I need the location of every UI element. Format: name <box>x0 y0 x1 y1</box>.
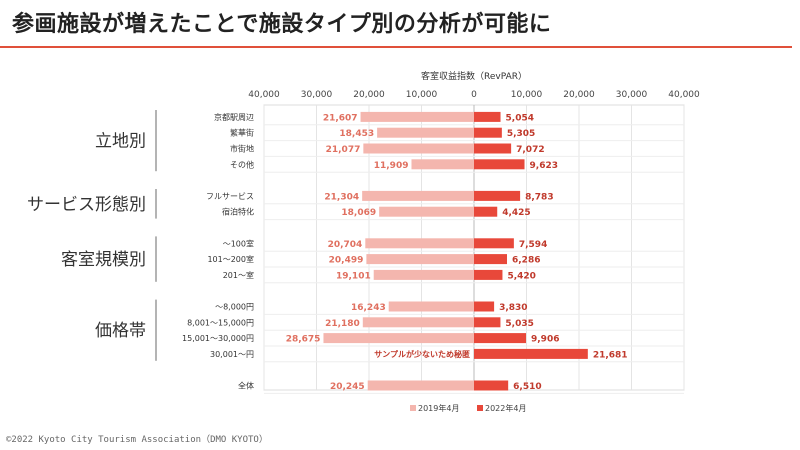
bar-2022 <box>474 380 509 391</box>
category-label: その他 <box>230 159 254 169</box>
value-label-2019: 20,245 <box>330 382 365 392</box>
value-label-2019: 18,069 <box>341 208 376 218</box>
bar-2019 <box>362 317 474 328</box>
bar-2022 <box>474 348 588 359</box>
bar-2022 <box>474 127 502 138</box>
bar-2019 <box>363 143 474 154</box>
bar-2022 <box>474 143 512 154</box>
value-label-2022: 9,623 <box>530 161 558 171</box>
x-tick-label: 20,000 <box>563 90 595 100</box>
group-label: 価格帯 <box>95 321 146 341</box>
category-label: フルサービス <box>206 192 254 201</box>
bar-2019 <box>373 269 474 280</box>
bar-2019 <box>377 127 474 138</box>
x-tick-label: 30,000 <box>301 90 333 100</box>
value-label-2019: 11,909 <box>374 161 409 171</box>
x-tick-label: 10,000 <box>511 90 543 100</box>
x-tick-label: 40,000 <box>248 90 280 100</box>
category-label: ～8,000円 <box>215 303 254 312</box>
category-label: 全体 <box>238 381 254 391</box>
group-label: 立地別 <box>95 132 146 152</box>
category-label: 101～200室 <box>207 254 254 264</box>
bar-2019 <box>362 190 474 201</box>
x-tick-label: 40,000 <box>668 90 700 100</box>
category-label: 繁華街 <box>230 128 254 138</box>
legend-label-2019: 2019年4月 <box>418 403 459 413</box>
value-label-2022: 5,054 <box>506 113 534 123</box>
x-axis-title: 客室収益指数（RevPAR） <box>421 70 527 82</box>
value-label-2022: 6,286 <box>512 256 540 266</box>
bar-2022 <box>474 238 514 249</box>
bar-2019 <box>379 206 474 217</box>
value-label-2019: 18,453 <box>339 129 374 139</box>
bar-2022 <box>474 190 521 201</box>
category-label: 宿泊特化 <box>222 207 254 217</box>
value-label-2022: 5,035 <box>505 319 533 329</box>
value-label-2022: 7,072 <box>516 145 544 155</box>
bar-2019 <box>366 254 474 265</box>
value-label-2022: 7,594 <box>519 240 547 250</box>
bar-2022 <box>474 317 501 328</box>
bar-2022 <box>474 254 508 265</box>
category-label: 京都駅周辺 <box>214 112 254 122</box>
value-label-2022: 6,510 <box>513 382 541 392</box>
category-label: 201～室 <box>223 270 254 280</box>
legend-swatch-2019 <box>410 405 416 411</box>
suppressed-note: サンプルが少ないため秘匿 <box>374 349 470 359</box>
value-label-2019: 21,304 <box>324 192 359 202</box>
value-label-2019: 20,704 <box>328 240 363 250</box>
value-label-2019: 21,607 <box>323 113 358 123</box>
bar-2022 <box>474 269 503 280</box>
title-underline <box>0 46 792 48</box>
category-label: ～100室 <box>223 238 254 248</box>
bar-2022 <box>474 159 525 170</box>
value-label-2019: 16,243 <box>351 303 386 313</box>
value-label-2022: 9,906 <box>531 335 559 345</box>
value-label-2019: 20,499 <box>329 256 364 266</box>
bar-2019 <box>365 238 474 249</box>
value-label-2019: 28,675 <box>286 335 321 345</box>
bar-2019 <box>411 159 474 170</box>
copyright-footer: ©2022 Kyoto City Tourism Association（DMO… <box>6 435 268 445</box>
value-label-2022: 5,305 <box>507 129 535 139</box>
value-label-2019: 19,101 <box>336 271 371 281</box>
page-title: 参画施設が増えたことで施設タイプ別の分析が可能に <box>12 12 552 37</box>
bar-2019 <box>360 111 474 122</box>
bar-2022 <box>474 111 501 122</box>
x-tick-label: 30,000 <box>616 90 648 100</box>
value-label-2022: 8,783 <box>525 192 553 202</box>
x-tick-label: 20,000 <box>353 90 385 100</box>
group-label: 客室規模別 <box>61 250 146 270</box>
value-label-2022: 5,420 <box>507 271 535 281</box>
value-label-2022: 3,830 <box>499 303 527 313</box>
bar-2019 <box>388 301 474 312</box>
category-label: 8,001～15,000円 <box>187 318 254 327</box>
legend-label-2022: 2022年4月 <box>485 403 526 413</box>
value-label-2022: 4,425 <box>502 208 530 218</box>
bar-2022 <box>474 301 495 312</box>
value-label-2019: 21,077 <box>326 145 361 155</box>
x-tick-label: 10,000 <box>406 90 438 100</box>
x-tick-label: 0 <box>471 90 477 100</box>
value-label-2022: 21,681 <box>593 350 628 360</box>
legend-swatch-2022 <box>477 405 483 411</box>
bar-2022 <box>474 333 527 344</box>
value-label-2019: 21,180 <box>325 319 360 329</box>
category-label: 市街地 <box>230 144 254 154</box>
bar-2022 <box>474 206 498 217</box>
group-label: サービス形態別 <box>27 195 146 215</box>
bar-2019 <box>323 333 474 344</box>
category-label: 15,001～30,000円 <box>182 334 254 343</box>
category-label: 30,001～円 <box>210 350 254 359</box>
revpar-chart: 40,000 30,000 20,000 10,000 0 10,000 20,000 30,… <box>27 70 700 413</box>
bar-2019 <box>367 380 474 391</box>
